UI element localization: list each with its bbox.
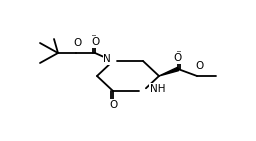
Text: O: O — [195, 61, 203, 71]
Text: O: O — [109, 100, 117, 110]
Text: O: O — [91, 37, 99, 47]
Polygon shape — [159, 67, 179, 76]
Text: O: O — [73, 38, 81, 48]
Text: N: N — [103, 54, 111, 64]
Text: NH: NH — [150, 84, 165, 94]
Text: O: O — [174, 53, 182, 63]
